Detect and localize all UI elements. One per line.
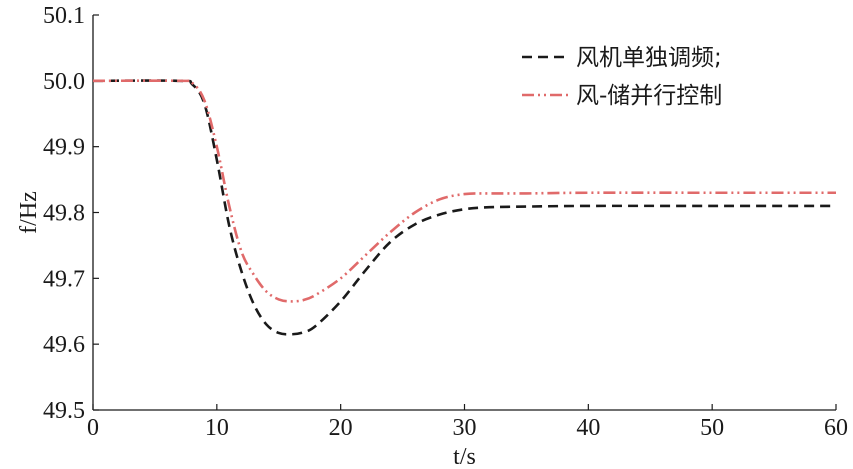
x-tick-label: 50 xyxy=(700,415,724,441)
y-tick-label: 49.6 xyxy=(43,332,85,358)
x-tick-label: 30 xyxy=(453,415,477,441)
y-tick-label: 49.7 xyxy=(43,266,85,292)
series-layer xyxy=(92,79,836,336)
legend: 风机单独调频; 风-储并行控制 xyxy=(522,45,722,109)
series-line-2 xyxy=(92,79,836,303)
x-tick-label: 60 xyxy=(824,415,848,441)
y-tick-label: 49.9 xyxy=(43,135,85,161)
y-tick-label: 49.8 xyxy=(43,201,85,227)
series-line-1 xyxy=(92,79,836,336)
ticks: 0 10 20 30 40 50 60 49.5 49.6 49.7 49.8 49.9 50.0 50.… xyxy=(43,3,848,441)
axes xyxy=(92,15,836,411)
x-tick-label: 20 xyxy=(329,415,353,441)
x-tick-label: 40 xyxy=(576,415,600,441)
legend-label-1: 风机单独调频; xyxy=(576,45,722,71)
y-tick-label: 49.5 xyxy=(43,398,85,424)
y-tick-label: 50.1 xyxy=(43,3,85,29)
legend-label-2: 风-储并行控制 xyxy=(576,83,722,109)
x-tick-label: 0 xyxy=(87,415,99,441)
x-axis-label: t/s xyxy=(453,444,476,469)
y-axis-label: f/Hz xyxy=(16,191,42,234)
y-tick-label: 50.0 xyxy=(43,69,85,95)
x-tick-label: 10 xyxy=(205,415,229,441)
